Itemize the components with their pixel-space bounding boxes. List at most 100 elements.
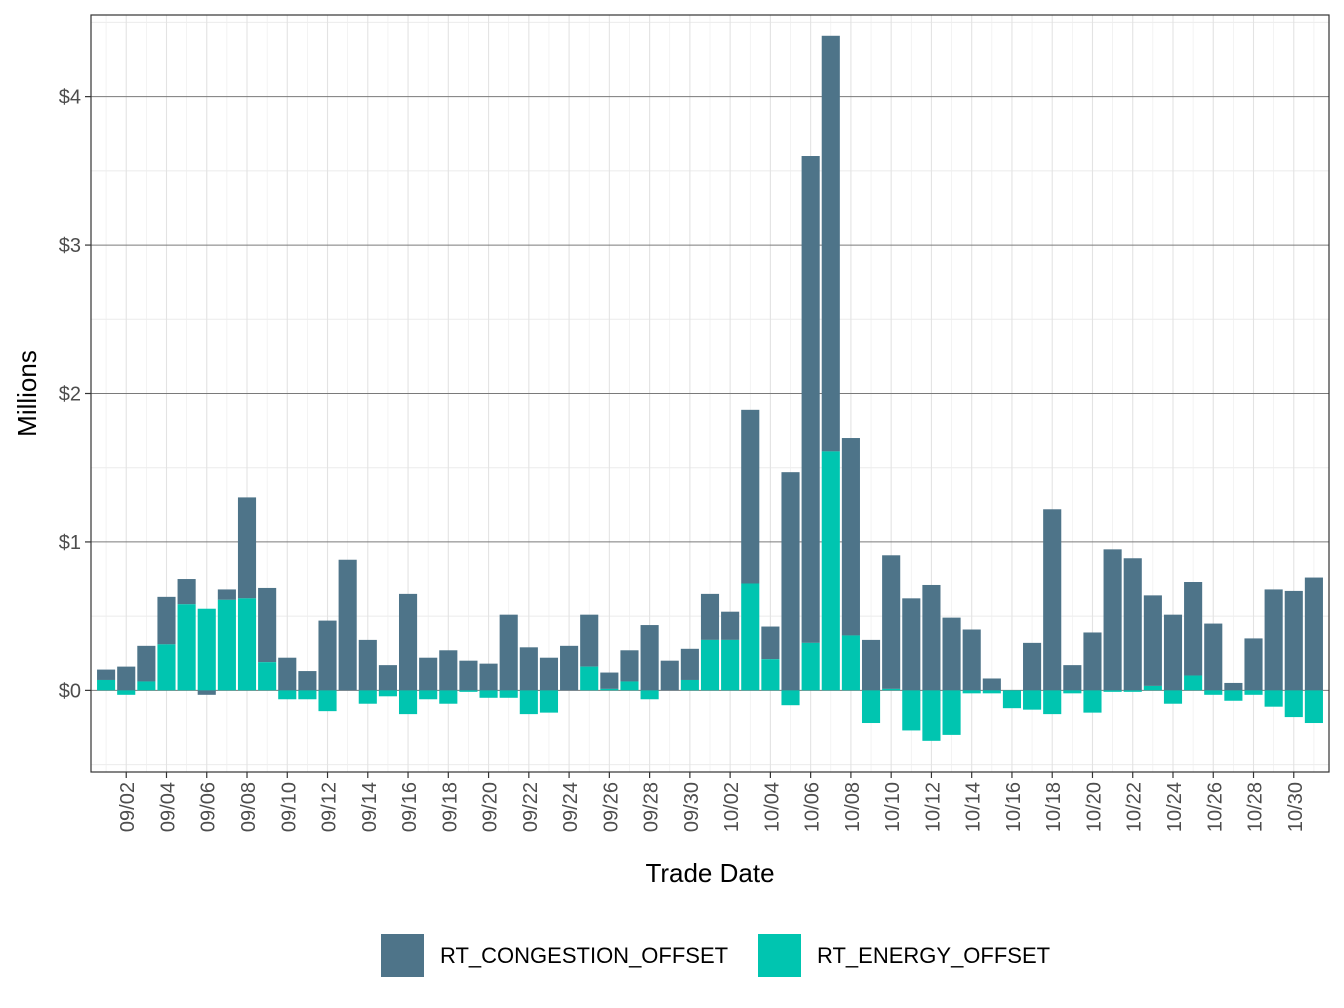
x-tick-label: 09/10 [278, 782, 300, 832]
bar-energy [1103, 690, 1122, 692]
x-tick-label: 10/14 [963, 782, 985, 832]
bar-congestion [1123, 558, 1142, 691]
x-tick-label: 10/22 [1124, 782, 1146, 832]
bar-congestion [801, 156, 820, 643]
bar-congestion [459, 660, 478, 691]
x-tick-label: 09/30 [681, 782, 703, 832]
bar-congestion [821, 35, 840, 452]
bar-energy [197, 608, 216, 691]
x-tick-label: 09/28 [641, 782, 663, 832]
bar-congestion [640, 625, 659, 691]
bar-congestion [439, 650, 458, 691]
bar-congestion [1224, 682, 1243, 691]
bar-congestion [479, 663, 498, 691]
bar-energy [278, 690, 297, 700]
bar-energy [801, 642, 820, 691]
bar-energy [1063, 690, 1082, 694]
bar-congestion [258, 587, 277, 663]
bar-congestion [1063, 665, 1082, 691]
x-tick-label: 09/24 [560, 782, 582, 832]
x-axis: 09/02 09/04 09/06 09/08 09/10 09/12 09/14 09/16… [117, 772, 1307, 832]
bar-energy [922, 690, 941, 741]
bar-congestion [560, 645, 579, 691]
x-tick-label: 10/08 [842, 782, 864, 832]
bar-energy [1244, 690, 1263, 695]
x-tick-label: 09/06 [198, 782, 220, 832]
bar-congestion [1083, 632, 1102, 691]
x-tick-label: 09/08 [238, 782, 260, 832]
bar-energy [781, 690, 800, 706]
bar-congestion [358, 639, 377, 691]
x-tick-label: 10/12 [922, 782, 944, 832]
bar-congestion [620, 650, 639, 682]
bar-congestion [1103, 549, 1122, 691]
bar-energy [519, 690, 538, 715]
bar-energy [1023, 690, 1042, 710]
bar-energy [1264, 690, 1283, 707]
bar-congestion [298, 671, 317, 691]
x-tick-label: 10/26 [1204, 782, 1226, 832]
x-tick-label: 09/14 [359, 782, 381, 832]
bar-energy [258, 662, 277, 691]
x-tick-label: 10/30 [1285, 782, 1307, 832]
bar-congestion [700, 593, 720, 640]
x-tick-label: 09/16 [399, 782, 421, 832]
bar-energy [318, 690, 337, 712]
x-tick-label: 10/10 [882, 782, 904, 832]
bar-congestion [217, 589, 236, 600]
bar-energy [177, 604, 196, 691]
bar-energy [861, 690, 881, 724]
bar-energy [821, 451, 840, 691]
bar-energy [600, 688, 619, 691]
bar-energy [1184, 675, 1203, 691]
bar-congestion [962, 629, 981, 691]
bar-congestion [318, 620, 337, 691]
y-tick-label: $0 [59, 680, 81, 702]
x-tick-label: 10/04 [761, 782, 783, 832]
bar-congestion [721, 611, 740, 640]
bar-congestion [338, 559, 357, 691]
bar-congestion [137, 645, 156, 682]
bar-congestion [1023, 642, 1042, 691]
bar-congestion [942, 617, 961, 691]
bar-congestion [237, 497, 257, 599]
bar-energy [962, 690, 981, 694]
legend-key-congestion [381, 934, 424, 977]
bar-energy [1143, 685, 1162, 691]
x-tick-label: 10/16 [1003, 782, 1025, 832]
bar-energy [459, 690, 478, 692]
x-tick-label: 10/20 [1083, 782, 1105, 832]
bar-congestion [580, 614, 599, 667]
bar-energy [620, 681, 639, 691]
bar-congestion [1204, 623, 1223, 691]
bar-congestion [539, 657, 559, 691]
bar-congestion [419, 657, 438, 691]
bar-energy [137, 681, 156, 691]
bar-congestion [902, 598, 921, 691]
x-tick-label: 09/04 [157, 782, 179, 832]
bar-energy [117, 690, 136, 695]
bar-congestion [398, 593, 418, 691]
bar-congestion [378, 665, 397, 691]
bar-congestion [841, 438, 860, 636]
bar-energy [982, 690, 1001, 694]
bar-congestion [1043, 509, 1062, 691]
x-tick-label: 10/06 [802, 782, 824, 832]
bar-energy [721, 639, 740, 691]
bar-congestion [1163, 614, 1183, 691]
bar-congestion [278, 657, 297, 691]
bar-congestion [1304, 577, 1323, 691]
bar-energy [217, 599, 236, 691]
bar-congestion [922, 584, 941, 691]
x-tick-label: 10/28 [1245, 782, 1267, 832]
x-tick-label: 09/26 [600, 782, 622, 832]
bar-congestion [117, 666, 136, 691]
x-tick-label: 10/24 [1164, 782, 1186, 832]
x-tick-label: 09/12 [319, 782, 341, 832]
bar-energy [1304, 690, 1323, 724]
bar-congestion [600, 672, 619, 689]
bar-energy [398, 690, 418, 715]
bar-congestion [519, 647, 538, 691]
